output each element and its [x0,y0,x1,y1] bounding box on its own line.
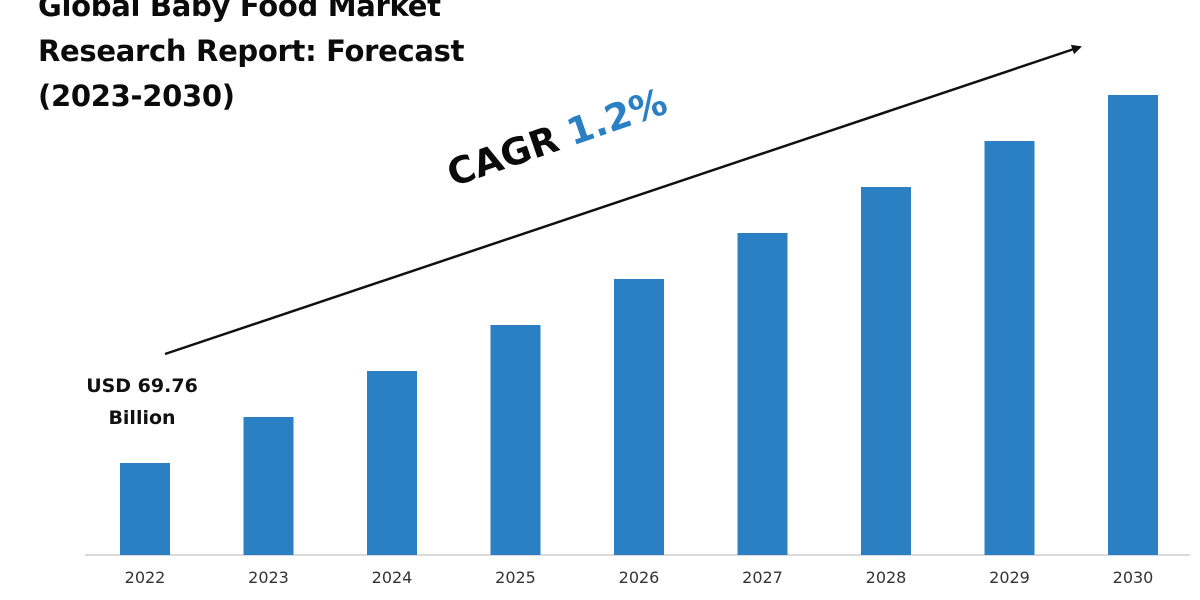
bars-group [120,95,1158,555]
x-tick-label-2025: 2025 [495,568,536,587]
chart-title-line-2: Research Report: Forecast [38,34,465,68]
bar-2029 [984,141,1035,555]
start-value-label: USD 69.76 Billion [76,370,208,434]
bar-2025 [490,325,541,555]
chart-title-line-3: (2023-2030) [38,79,235,113]
bar-2030 [1108,95,1158,555]
bar-2028 [861,187,911,555]
bar-2026 [614,279,664,555]
x-tick-label-2026: 2026 [619,568,660,587]
bar-2024 [367,371,417,555]
bar-2022 [120,463,170,555]
bar-2023 [243,417,294,555]
trend-arrow [164,44,1082,356]
x-tick-label-2028: 2028 [866,568,907,587]
bar-2027 [737,233,788,555]
x-tick-label-2024: 2024 [372,568,413,587]
chart-title: Global Baby Food Market Research Report:… [38,0,478,119]
chart-title-line-1: Global Baby Food Market [38,0,441,23]
start-value-unit: Billion [108,407,176,429]
x-tick-label-2029: 2029 [989,568,1030,587]
x-tick-label-2023: 2023 [248,568,289,587]
x-tick-labels: 2022 2023 2024 2025 2026 2027 2028 2029 2030 [125,568,1154,587]
x-tick-label-2027: 2027 [742,568,783,587]
start-value-amount: USD 69.76 [86,375,198,397]
x-tick-label-2030: 2030 [1113,568,1154,587]
x-tick-label-2022: 2022 [125,568,166,587]
